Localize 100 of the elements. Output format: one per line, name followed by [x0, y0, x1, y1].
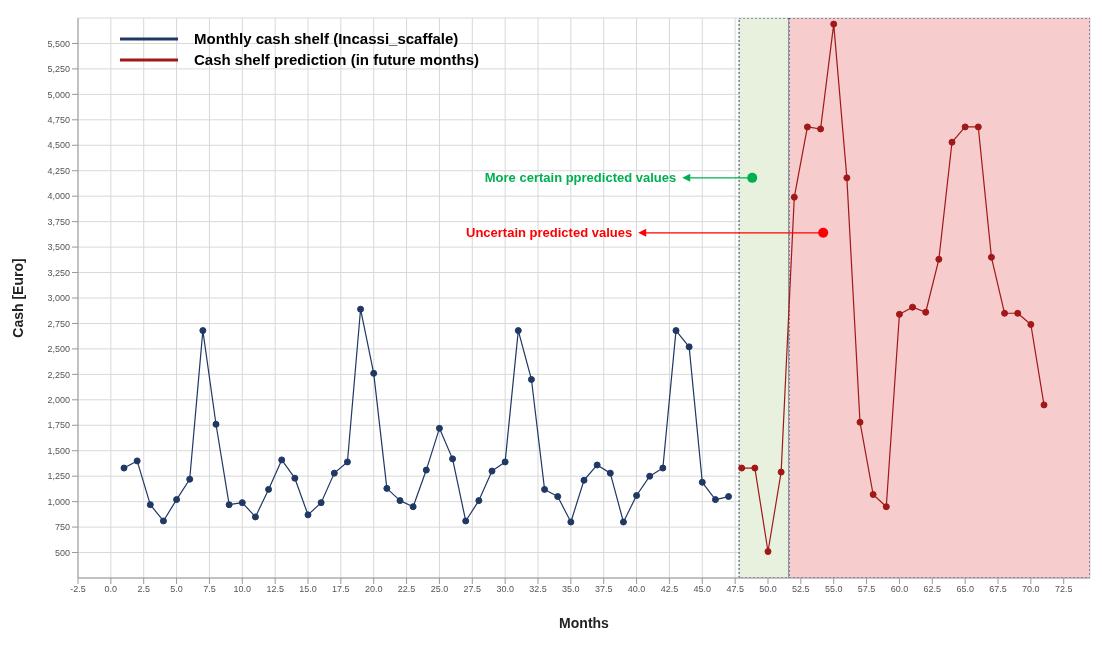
- x-tick-label: 65.0: [956, 584, 974, 595]
- y-tick-label: 5,000: [47, 89, 70, 100]
- x-tick-label: 27.5: [463, 584, 482, 595]
- y-tick-label: 1,750: [47, 420, 70, 431]
- x-tick-label: 22.5: [397, 584, 416, 595]
- y-tick-label: 3,000: [47, 293, 70, 304]
- point: [357, 305, 365, 313]
- x-tick-label: 20.0: [364, 584, 383, 595]
- x-axis-title: Months: [559, 615, 610, 631]
- x-tick-label: 70.0: [1022, 584, 1040, 595]
- y-axis-title: Cash [Euro]: [9, 258, 26, 338]
- point: [1014, 309, 1022, 317]
- point: [895, 310, 903, 318]
- y-tick-label: 5,250: [47, 64, 70, 75]
- y-tick-label: 3,250: [47, 267, 70, 278]
- x-tick-label: 52.5: [792, 584, 810, 595]
- point: [606, 469, 614, 477]
- x-tick-label: 7.5: [203, 584, 216, 595]
- point: [817, 125, 825, 133]
- x-tick-label: 0.0: [104, 584, 118, 595]
- y-tick-label: 2,750: [47, 318, 70, 329]
- y-tick-label: 4,250: [47, 165, 70, 176]
- point: [317, 499, 325, 507]
- point: [790, 193, 798, 201]
- point: [304, 511, 312, 519]
- x-tick-label: 72.5: [1054, 584, 1073, 595]
- point: [396, 497, 404, 505]
- x-tick-label: 57.5: [857, 584, 876, 595]
- point: [987, 253, 995, 261]
- y-tick-label: 750: [54, 522, 70, 533]
- point: [488, 467, 496, 475]
- point: [856, 418, 864, 426]
- point: [764, 548, 772, 556]
- point: [619, 518, 627, 526]
- point: [593, 461, 601, 469]
- point: [514, 327, 522, 335]
- point: [186, 475, 194, 483]
- x-tick-label: 37.5: [594, 584, 613, 595]
- y-tick-label: 4,500: [47, 140, 70, 151]
- annotation: More certain ppredicted values: [484, 169, 677, 185]
- point: [501, 458, 509, 466]
- point: [435, 424, 443, 432]
- x-tick-label: 2.5: [137, 584, 150, 595]
- x-tick-label: 10.0: [233, 584, 252, 595]
- y-tick-label: 2,250: [47, 369, 70, 380]
- x-tick-label: 40.0: [627, 584, 646, 595]
- x-tick-label: 12.5: [266, 584, 284, 595]
- x-tick-label: 67.5: [989, 584, 1007, 595]
- point: [212, 420, 220, 428]
- point: [199, 327, 207, 335]
- legend-label: Cash shelf prediction (in future months): [194, 51, 480, 68]
- x-tick-label: 17.5: [332, 584, 350, 595]
- point: [527, 375, 535, 383]
- x-tick-label: 50.0: [759, 584, 777, 595]
- point: [225, 501, 233, 509]
- point: [1001, 309, 1009, 317]
- point: [422, 466, 430, 474]
- y-tick-label: 2,000: [47, 395, 70, 406]
- y-tick-label: 2,500: [47, 344, 70, 355]
- point: [672, 327, 680, 335]
- point: [751, 464, 759, 472]
- x-tick-label: 35.0: [562, 584, 580, 595]
- point: [370, 369, 378, 377]
- y-tick-label: 3,500: [47, 242, 70, 253]
- point: [541, 485, 549, 493]
- point: [646, 472, 654, 480]
- point: [685, 343, 693, 351]
- point: [383, 484, 391, 492]
- point: [251, 513, 259, 521]
- point: [120, 464, 128, 472]
- x-tick-label: 60.0: [890, 584, 909, 595]
- point: [133, 457, 141, 465]
- point: [659, 464, 667, 472]
- x-tick-label: 45.0: [693, 584, 712, 595]
- y-tick-label: 4,750: [47, 115, 70, 126]
- x-tick-label: 30.0: [496, 584, 514, 595]
- x-tick-label: 5.0: [170, 584, 183, 595]
- point: [843, 174, 851, 182]
- point: [948, 138, 956, 146]
- point: [554, 493, 562, 501]
- point: [725, 493, 733, 501]
- y-tick-label: 1,250: [47, 471, 70, 482]
- y-tick-label: 3,750: [47, 216, 70, 227]
- point: [567, 518, 575, 526]
- y-tick-label: 1,000: [47, 496, 70, 507]
- point: [343, 458, 351, 466]
- point: [173, 496, 181, 504]
- y-tick-label: 1,500: [47, 445, 70, 456]
- x-tick-label: 32.5: [529, 584, 547, 595]
- point: [330, 469, 338, 477]
- y-tick-label: 500: [54, 547, 70, 558]
- y-tick-label: 5,500: [47, 38, 70, 49]
- point: [146, 501, 154, 509]
- point: [935, 255, 943, 263]
- x-tick-label: 62.5: [923, 584, 942, 595]
- point: [909, 303, 917, 311]
- point: [475, 497, 483, 505]
- x-tick-label: -2.5: [70, 584, 86, 595]
- x-tick-label: 47.5: [726, 584, 744, 595]
- point: [278, 456, 286, 464]
